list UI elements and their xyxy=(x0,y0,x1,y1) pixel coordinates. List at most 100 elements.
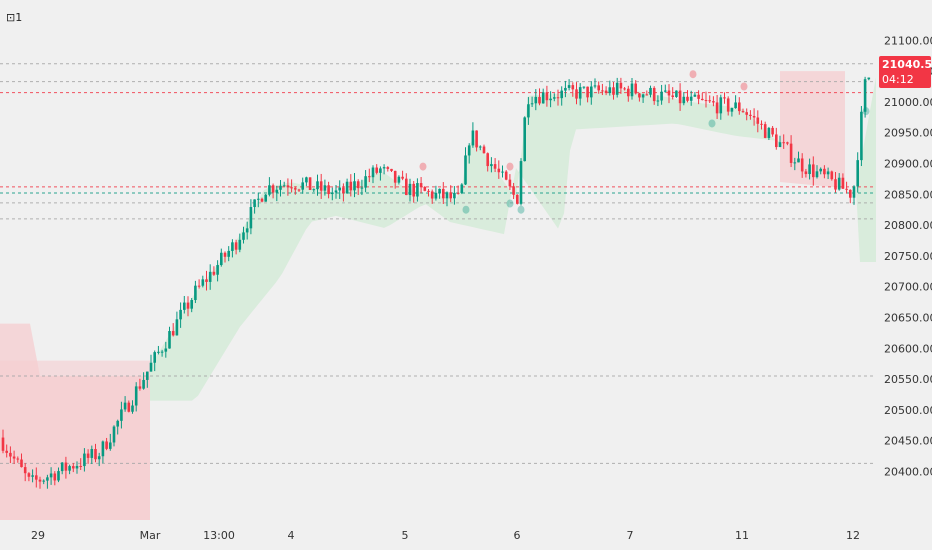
candle-225 xyxy=(834,171,837,193)
candle-230 xyxy=(852,185,856,205)
candle-2 xyxy=(9,446,12,464)
candle-166 xyxy=(615,77,619,98)
candle-175 xyxy=(649,85,652,98)
signal-marker-6 xyxy=(517,205,525,214)
candle-23 xyxy=(86,449,90,464)
candle-158 xyxy=(586,86,589,103)
candle-147 xyxy=(545,85,549,107)
candle-144 xyxy=(534,89,538,111)
candle-111 xyxy=(412,181,415,203)
candle-185 xyxy=(686,90,689,103)
candle-5 xyxy=(20,453,23,468)
candle-160 xyxy=(593,78,597,89)
time-axis[interactable]: 29 Mar 13:00 4 5 6 7 11 12 xyxy=(31,529,860,542)
candle-137 xyxy=(508,174,512,191)
candle-50 xyxy=(186,296,190,317)
candle-49 xyxy=(183,295,186,314)
candle-63 xyxy=(234,239,238,255)
candle-86 xyxy=(319,173,323,199)
candle-106 xyxy=(393,170,397,189)
candle-29 xyxy=(109,433,112,451)
candle-192 xyxy=(712,96,715,107)
candle-132 xyxy=(490,157,493,173)
level-lines-layer xyxy=(0,63,876,464)
signal-marker-2 xyxy=(689,70,697,79)
candle-181 xyxy=(671,87,674,100)
candle-62 xyxy=(231,239,234,258)
candle-212 xyxy=(786,141,789,146)
signal-marker-3 xyxy=(740,82,748,91)
candle-133 xyxy=(493,158,497,173)
candle-1 xyxy=(5,444,8,458)
candle-99 xyxy=(368,168,371,183)
candle-193 xyxy=(715,94,719,119)
candle-36 xyxy=(134,382,138,412)
candle-73 xyxy=(271,183,275,199)
candle-203 xyxy=(752,108,756,126)
candle-226 xyxy=(837,173,841,191)
candle-19 xyxy=(72,462,75,473)
candle-80 xyxy=(297,188,301,193)
candle-8 xyxy=(31,469,34,483)
candle-145 xyxy=(538,88,541,106)
y-tick-label-4: 20900.00 xyxy=(884,157,932,170)
candle-42 xyxy=(157,345,160,355)
candle-17 xyxy=(64,456,68,479)
candle-46 xyxy=(171,323,175,337)
price-axis[interactable]: 21100.0021050.0021000.0020950.0020900.00… xyxy=(884,34,932,478)
candle-0 xyxy=(1,429,5,454)
candle-16 xyxy=(60,462,64,475)
candle-26 xyxy=(97,452,101,467)
y-tick-label-2: 21000.00 xyxy=(884,96,932,109)
candle-223 xyxy=(826,167,830,180)
candle-219 xyxy=(812,156,815,186)
signal-marker-8 xyxy=(862,107,870,116)
candle-227 xyxy=(841,173,845,189)
candle-54 xyxy=(201,275,205,288)
candle-164 xyxy=(608,80,612,96)
candle-202 xyxy=(749,110,752,120)
candle-104 xyxy=(386,166,390,172)
y-tick-label-9: 20650.00 xyxy=(884,311,932,324)
candle-198 xyxy=(734,95,737,109)
candle-109 xyxy=(405,173,408,196)
x-tick-label-6: 7 xyxy=(627,529,634,542)
candle-101 xyxy=(375,164,378,175)
candle-22 xyxy=(83,448,86,472)
candle-116 xyxy=(430,189,434,204)
candle-64 xyxy=(238,233,242,253)
y-tick-label-11: 20550.00 xyxy=(884,373,932,386)
candle-70 xyxy=(260,197,264,203)
signal-marker-4 xyxy=(462,205,470,214)
candle-102 xyxy=(379,166,382,181)
candle-31 xyxy=(116,419,119,435)
candle-11 xyxy=(42,479,45,485)
candle-34 xyxy=(127,400,131,413)
y-tick-label-14: 20400.00 xyxy=(884,465,932,478)
candle-167 xyxy=(619,77,623,94)
bull-zone-right xyxy=(856,77,876,263)
x-tick-label-8: 12 xyxy=(846,529,860,542)
candle-71 xyxy=(264,193,267,202)
y-tick-label-5: 20850.00 xyxy=(884,188,932,201)
candle-155 xyxy=(575,82,578,105)
candle-83 xyxy=(308,177,312,191)
candle-208 xyxy=(771,125,774,137)
candle-221 xyxy=(819,167,822,175)
candle-117 xyxy=(434,185,438,201)
candle-9 xyxy=(35,467,38,488)
candle-96 xyxy=(356,179,360,196)
bull-zone xyxy=(150,89,780,520)
candle-157 xyxy=(582,86,586,90)
candle-98 xyxy=(364,170,367,193)
candle-113 xyxy=(419,177,423,194)
candle-15 xyxy=(57,467,60,483)
bear-zone-right xyxy=(780,71,845,189)
candle-3 xyxy=(12,450,16,465)
candle-201 xyxy=(745,108,748,121)
candle-56 xyxy=(208,264,212,290)
bar-countdown: 04:12 xyxy=(882,73,914,86)
candle-118 xyxy=(438,188,441,199)
candle-209 xyxy=(775,127,778,150)
